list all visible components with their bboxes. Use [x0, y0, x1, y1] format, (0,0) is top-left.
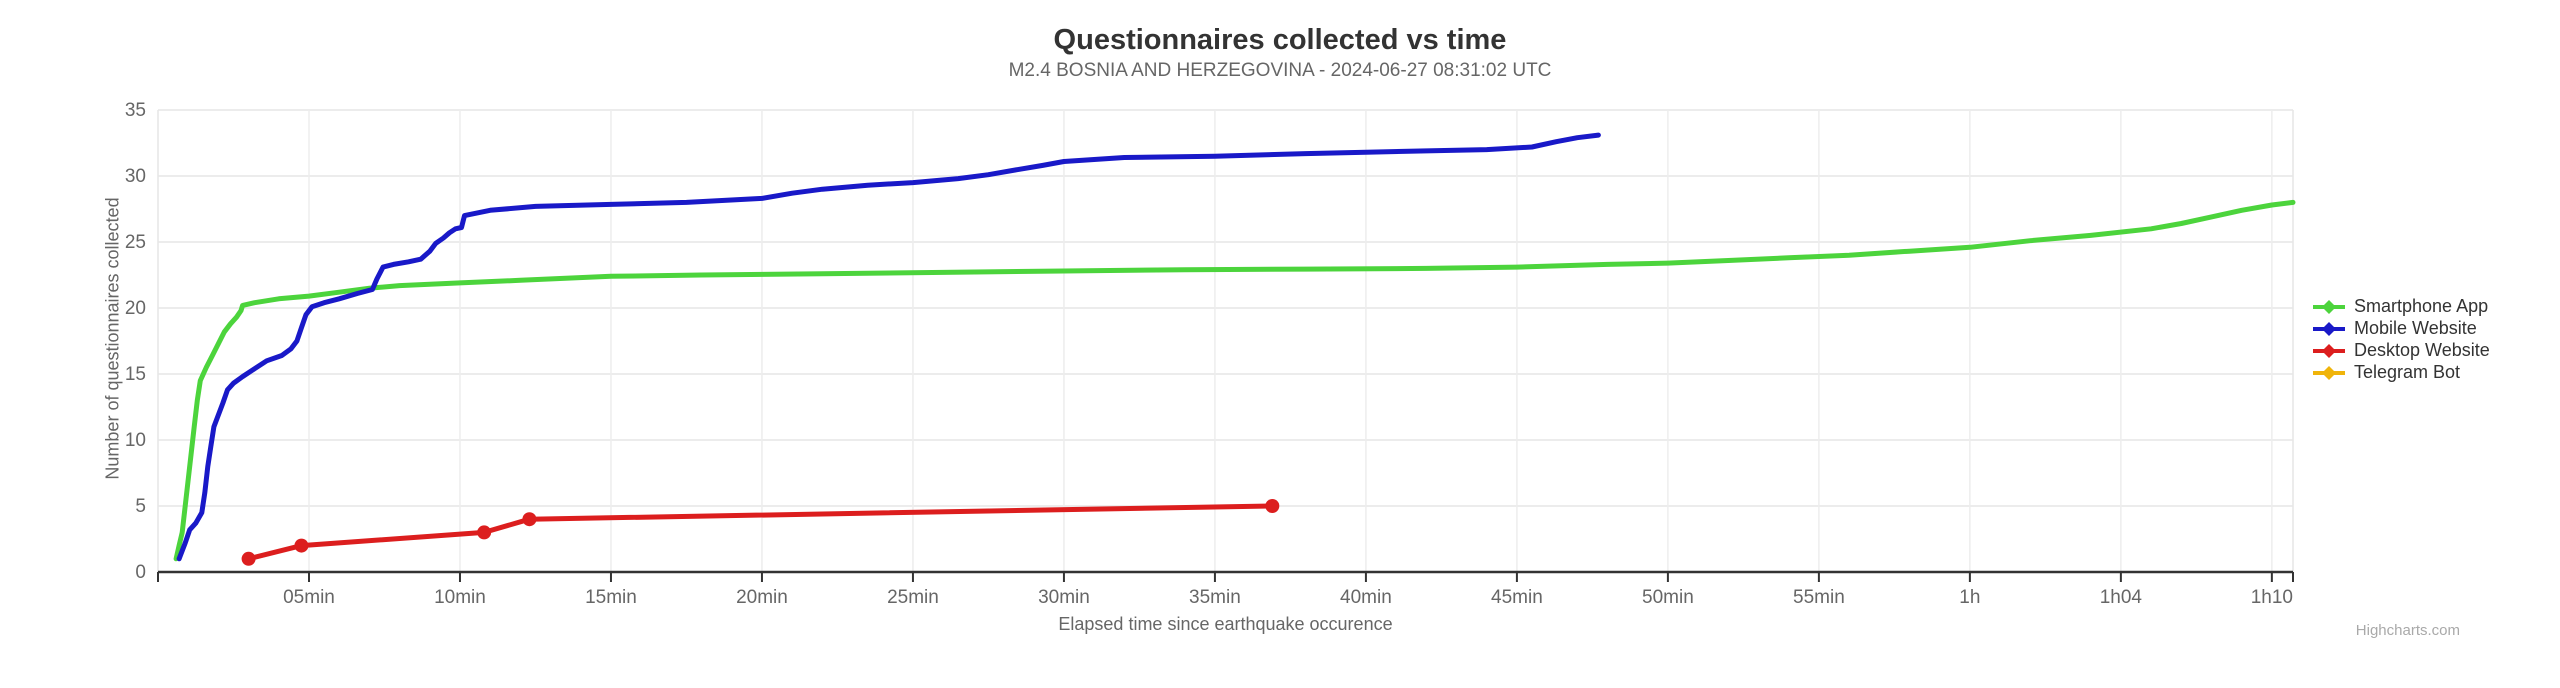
- legend: Smartphone App Mobile Website Desktop Webs…: [2312, 296, 2490, 382]
- series-line-desktop-website[interactable]: [246, 503, 1275, 562]
- legend-item-label: Smartphone App: [2354, 296, 2489, 316]
- chart-title: Questionnaires collected vs time: [1053, 24, 1507, 56]
- y-tick-label: 5: [135, 496, 146, 517]
- legend-item-mobile-website[interactable]: Mobile Website: [2312, 318, 2490, 338]
- x-tick-label: 20min: [736, 587, 788, 608]
- x-tick-label: 05min: [283, 587, 335, 608]
- legend-item-label: Mobile Website: [2354, 318, 2477, 338]
- chart-subtitle: M2.4 BOSNIA AND HERZEGOVINA - 2024-06-27…: [1008, 60, 1552, 81]
- y-tick-label: 35: [125, 100, 146, 121]
- y-tick-label: 25: [125, 232, 146, 253]
- x-tick-label: 1h: [1959, 587, 1980, 608]
- x-tick-label: 25min: [887, 587, 939, 608]
- x-tick-label: 30min: [1038, 587, 1090, 608]
- x-tick-label: 35min: [1189, 587, 1241, 608]
- x-tick-label: 50min: [1642, 587, 1694, 608]
- legend-series-marker-icon: [2313, 343, 2345, 358]
- legend-item-desktop-website[interactable]: Desktop Website: [2312, 340, 2490, 360]
- legend-item-label: Telegram Bot: [2354, 362, 2461, 382]
- y-tick-label: 20: [125, 298, 146, 319]
- series-line-smartphone-app[interactable]: [173, 199, 2296, 562]
- legend-item-telegram-bot[interactable]: Telegram Bot: [2312, 362, 2490, 382]
- y-tick-label: 15: [125, 364, 146, 385]
- x-tick-label: 1h04: [2100, 587, 2143, 608]
- x-tick-label: 10min: [434, 587, 486, 608]
- legend-series-marker-icon: [2313, 321, 2345, 336]
- legend-item-smartphone-app[interactable]: Smartphone App: [2312, 296, 2490, 316]
- series-marker-desktop-website[interactable]: [1265, 499, 1280, 513]
- x-tick-label: 45min: [1491, 587, 1543, 608]
- x-tick-label: 55min: [1793, 587, 1845, 608]
- y-tick-label: 10: [125, 430, 146, 451]
- y-tick-label: 0: [135, 562, 146, 583]
- series-marker-desktop-website[interactable]: [294, 538, 309, 553]
- x-tick-label: 1h10: [2251, 587, 2293, 608]
- y-axis-title: Number of questionnaires collected: [102, 197, 123, 480]
- series-marker-desktop-website[interactable]: [241, 551, 256, 566]
- x-tick-label: 15min: [585, 587, 637, 608]
- x-tick-label: 40min: [1340, 587, 1392, 608]
- legend-series-marker-icon: [2313, 299, 2345, 314]
- series-line-mobile-website[interactable]: [176, 132, 1601, 562]
- highcharts-credit-link[interactable]: Highcharts.com: [2355, 622, 2460, 639]
- x-axis-title: Elapsed time since earthquake occurence: [1058, 614, 1393, 634]
- series-marker-desktop-website[interactable]: [477, 525, 492, 540]
- legend-item-label: Desktop Website: [2354, 340, 2490, 360]
- legend-series-marker-icon: [2313, 365, 2345, 380]
- y-tick-label: 30: [125, 166, 146, 187]
- series-marker-desktop-website[interactable]: [522, 512, 537, 527]
